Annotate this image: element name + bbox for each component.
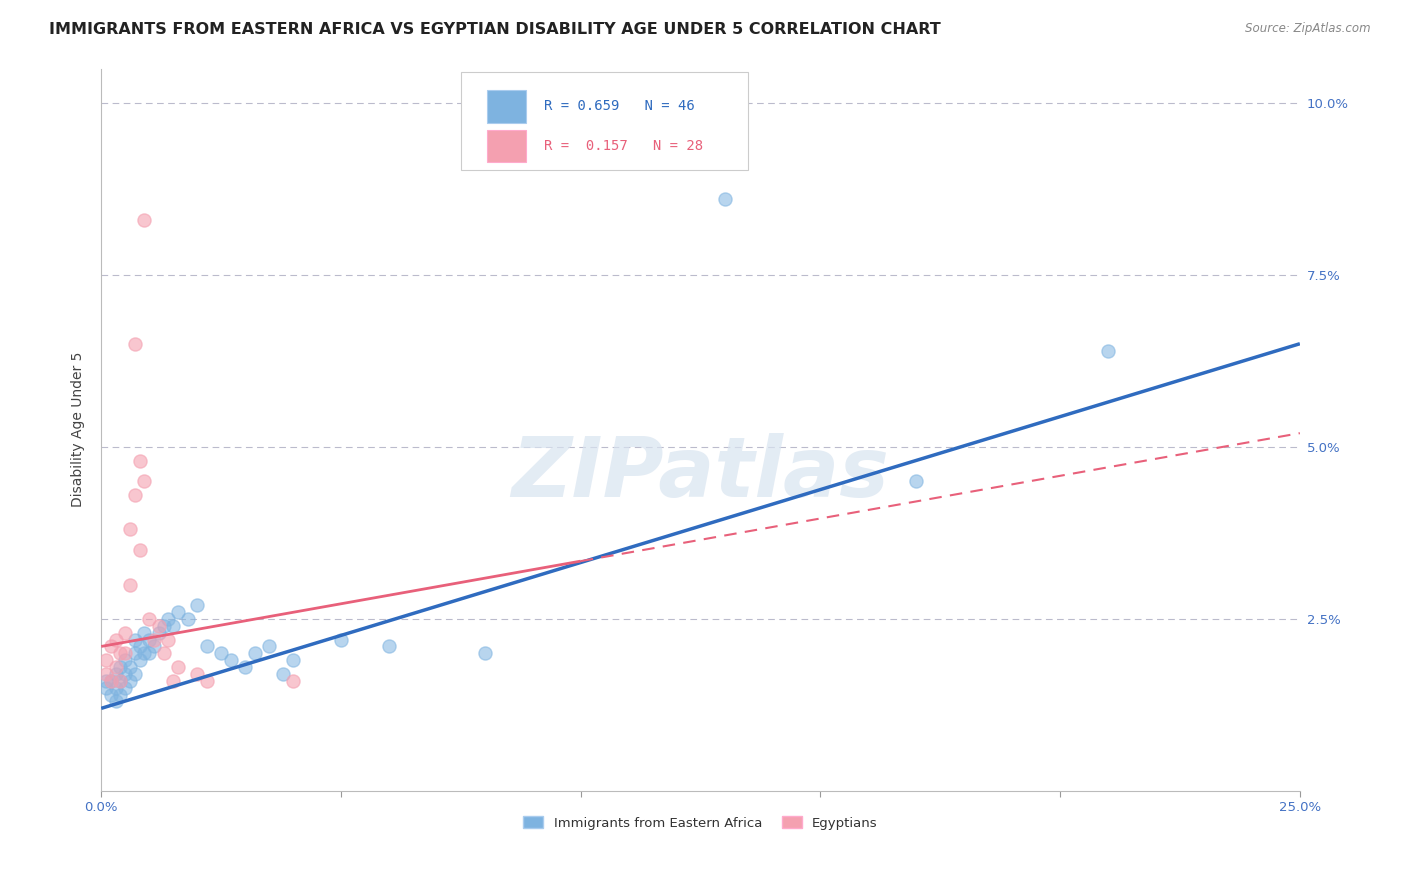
Point	[94, 653, 117, 667]
Point	[104, 694, 127, 708]
Point	[104, 667, 127, 681]
Point	[110, 673, 132, 688]
Point	[148, 625, 170, 640]
Point	[233, 660, 256, 674]
Point	[186, 598, 208, 612]
Point	[114, 681, 136, 695]
Point	[219, 653, 242, 667]
Point	[94, 681, 117, 695]
Point	[104, 660, 127, 674]
Point	[94, 667, 117, 681]
Point	[124, 488, 146, 502]
Point	[176, 612, 198, 626]
Point	[110, 688, 132, 702]
Text: IMMIGRANTS FROM EASTERN AFRICA VS EGYPTIAN DISABILITY AGE UNDER 5 CORRELATION CH: IMMIGRANTS FROM EASTERN AFRICA VS EGYPTI…	[49, 22, 941, 37]
Point	[118, 660, 141, 674]
Point	[128, 653, 150, 667]
Point	[118, 577, 141, 591]
Point	[104, 681, 127, 695]
Point	[114, 653, 136, 667]
Point	[142, 632, 165, 647]
Point	[138, 646, 160, 660]
Point	[152, 646, 174, 660]
Point	[148, 619, 170, 633]
FancyBboxPatch shape	[461, 72, 748, 169]
Point	[152, 619, 174, 633]
Point	[162, 673, 184, 688]
Point	[124, 632, 146, 647]
Point	[167, 605, 190, 619]
Point	[118, 673, 141, 688]
Point	[273, 667, 295, 681]
Point	[114, 667, 136, 681]
Point	[100, 673, 122, 688]
Text: Source: ZipAtlas.com: Source: ZipAtlas.com	[1246, 22, 1371, 36]
Point	[281, 653, 304, 667]
Point	[114, 646, 136, 660]
Point	[167, 660, 190, 674]
Point	[124, 646, 146, 660]
Point	[138, 632, 160, 647]
Point	[195, 673, 218, 688]
Point	[114, 625, 136, 640]
Y-axis label: Disability Age Under 5: Disability Age Under 5	[72, 352, 86, 508]
Point	[162, 619, 184, 633]
Point	[100, 688, 122, 702]
Point	[329, 632, 352, 647]
Point	[134, 475, 156, 489]
Point	[100, 640, 122, 654]
Point	[134, 213, 156, 227]
Point	[713, 192, 735, 206]
Point	[186, 667, 208, 681]
Point	[128, 543, 150, 558]
Point	[134, 625, 156, 640]
Point	[257, 640, 280, 654]
Point	[94, 673, 117, 688]
FancyBboxPatch shape	[488, 130, 526, 162]
Point	[905, 475, 928, 489]
Point	[124, 336, 146, 351]
Point	[1097, 343, 1119, 358]
Point	[110, 673, 132, 688]
Point	[134, 646, 156, 660]
Point	[128, 453, 150, 467]
Point	[209, 646, 232, 660]
Point	[474, 646, 496, 660]
Text: R = 0.659   N = 46: R = 0.659 N = 46	[544, 99, 695, 113]
Point	[104, 632, 127, 647]
Text: R =  0.157   N = 28: R = 0.157 N = 28	[544, 139, 703, 153]
Point	[118, 523, 141, 537]
Point	[281, 673, 304, 688]
FancyBboxPatch shape	[488, 90, 526, 123]
Legend: Immigrants from Eastern Africa, Egyptians: Immigrants from Eastern Africa, Egyptian…	[517, 811, 883, 835]
Point	[110, 646, 132, 660]
Point	[128, 640, 150, 654]
Point	[100, 673, 122, 688]
Point	[378, 640, 401, 654]
Point	[142, 640, 165, 654]
Point	[124, 667, 146, 681]
Point	[157, 612, 180, 626]
Point	[138, 612, 160, 626]
Text: ZIPatlas: ZIPatlas	[512, 433, 890, 514]
Point	[195, 640, 218, 654]
Point	[157, 632, 180, 647]
Point	[110, 660, 132, 674]
Point	[243, 646, 266, 660]
